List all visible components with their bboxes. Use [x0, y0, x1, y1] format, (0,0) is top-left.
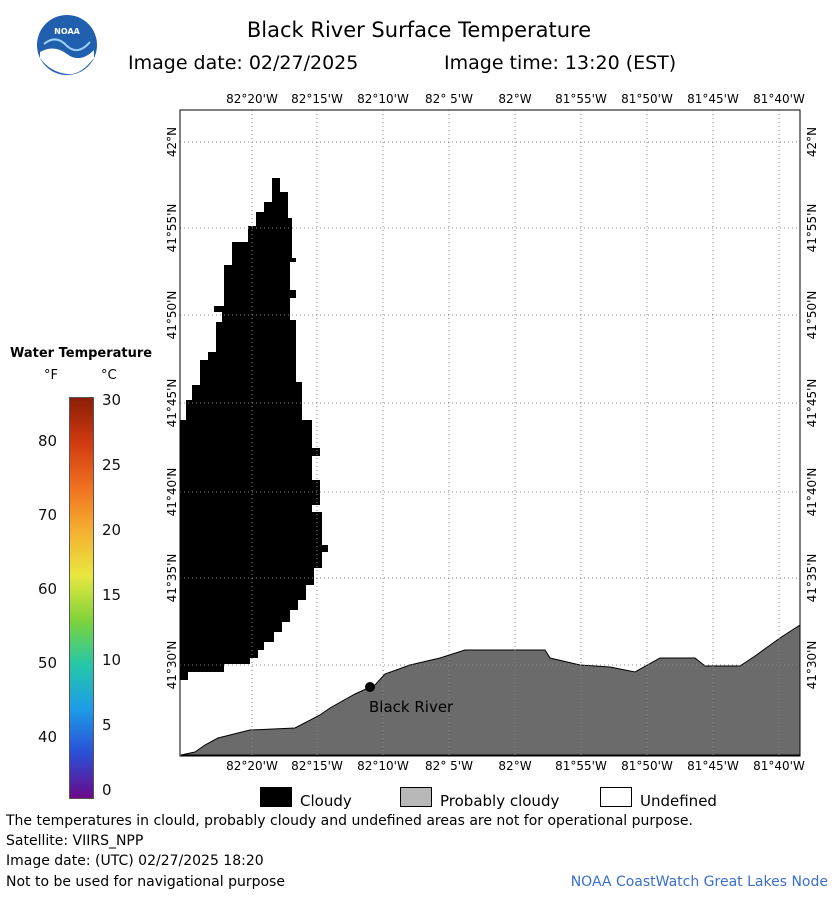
- lon-tick-bottom: 82°15'W: [291, 759, 343, 773]
- celsius-tick: 15: [102, 586, 122, 604]
- black-river-marker: [365, 682, 375, 692]
- lat-tick-right: 41°50'N: [805, 290, 819, 340]
- footer-image-date-utc: Image date: (UTC) 02/27/2025 18:20: [6, 853, 264, 869]
- lon-tick-top: 81°50'W: [621, 92, 673, 106]
- lat-tick-right: 41°40'N: [805, 467, 819, 517]
- lon-tick-bottom: 82° 5'W: [425, 759, 473, 773]
- graticule: [180, 110, 800, 756]
- lat-tick-left: 41°45'N: [165, 378, 179, 428]
- noaa-logo: NOAA: [37, 15, 97, 75]
- lon-tick-bottom: 81°55'W: [555, 759, 607, 773]
- lon-tick-bottom: 81°45'W: [687, 759, 739, 773]
- lon-tick-bottom: 82°10'W: [357, 759, 409, 773]
- lat-tick-left: 41°40'N: [165, 467, 179, 517]
- footer-note: The temperatures in clould, probably clo…: [6, 813, 693, 829]
- lat-tick-right: 41°45'N: [805, 378, 819, 428]
- key-cloudy-swatch: [260, 787, 292, 807]
- black-river-label: Black River: [369, 698, 454, 716]
- lat-tick-right: 42°N: [805, 126, 819, 158]
- key-undefined-label: Undefined: [640, 792, 717, 810]
- map-title: Black River Surface Temperature: [246, 18, 592, 42]
- lon-tick-top: 81°45'W: [687, 92, 739, 106]
- footer-disclaimer: Not to be used for navigational purpose: [6, 874, 285, 890]
- celsius-tick: 30: [102, 391, 122, 409]
- lon-tick-top: 82°20'W: [226, 92, 278, 106]
- lat-tick-right: 41°30'N: [805, 640, 819, 690]
- fahrenheit-tick: 50: [38, 654, 58, 672]
- temperature-colorbar: [69, 397, 94, 799]
- legend-unit-c: °C: [101, 368, 117, 383]
- celsius-tick: 25: [102, 456, 122, 474]
- logo-text: NOAA: [54, 27, 80, 36]
- lat-tick-left: 41°50'N: [165, 290, 179, 340]
- key-undefined-swatch: [600, 787, 632, 807]
- image-date-label: Image date: 02/27/2025: [128, 52, 359, 74]
- fahrenheit-tick: 60: [38, 580, 58, 598]
- celsius-tick: 10: [102, 651, 122, 669]
- lon-tick-top: 82° 5'W: [425, 92, 473, 106]
- lat-tick-right: 41°55'N: [805, 203, 819, 253]
- celsius-tick: 5: [102, 716, 112, 734]
- lat-tick-left: 41°35'N: [165, 553, 179, 603]
- celsius-tick: 20: [102, 521, 122, 539]
- lat-tick-right: 41°35'N: [805, 553, 819, 603]
- footer-credit: NOAA CoastWatch Great Lakes Node: [570, 874, 828, 890]
- lon-tick-top: 81°55'W: [555, 92, 607, 106]
- legend-unit-f: °F: [44, 368, 58, 383]
- footer-satellite: Satellite: VIIRS_NPP: [6, 833, 144, 849]
- legend-title: Water Temperature: [10, 346, 153, 361]
- lon-tick-bottom: 82°W: [498, 759, 532, 773]
- lat-tick-left: 41°30'N: [165, 640, 179, 690]
- lon-tick-bottom: 81°50'W: [621, 759, 673, 773]
- fahrenheit-tick: 80: [38, 432, 58, 450]
- lon-tick-top: 82°15'W: [291, 92, 343, 106]
- lon-tick-top: 82°10'W: [357, 92, 409, 106]
- cloud-mass: [180, 178, 328, 680]
- key-cloudy-label: Cloudy: [300, 792, 352, 810]
- celsius-tick: 0: [102, 781, 112, 799]
- lon-tick-bottom: 82°20'W: [226, 759, 278, 773]
- lon-tick-top: 82°W: [498, 92, 532, 106]
- fahrenheit-tick: 40: [38, 728, 58, 746]
- lat-tick-left: 41°55'N: [165, 203, 179, 253]
- lon-tick-bottom: 81°40'W: [753, 759, 805, 773]
- key-probably-cloudy-label: Probably cloudy: [440, 792, 560, 810]
- key-probably-cloudy-swatch: [400, 787, 432, 807]
- map-frame: [179, 109, 801, 757]
- fahrenheit-tick: 70: [38, 506, 58, 524]
- lat-tick-left: 42°N: [165, 126, 179, 158]
- land-probably-cloudy: [180, 624, 801, 756]
- image-time-label: Image time: 13:20 (EST): [444, 52, 677, 74]
- lon-tick-top: 81°40'W: [753, 92, 805, 106]
